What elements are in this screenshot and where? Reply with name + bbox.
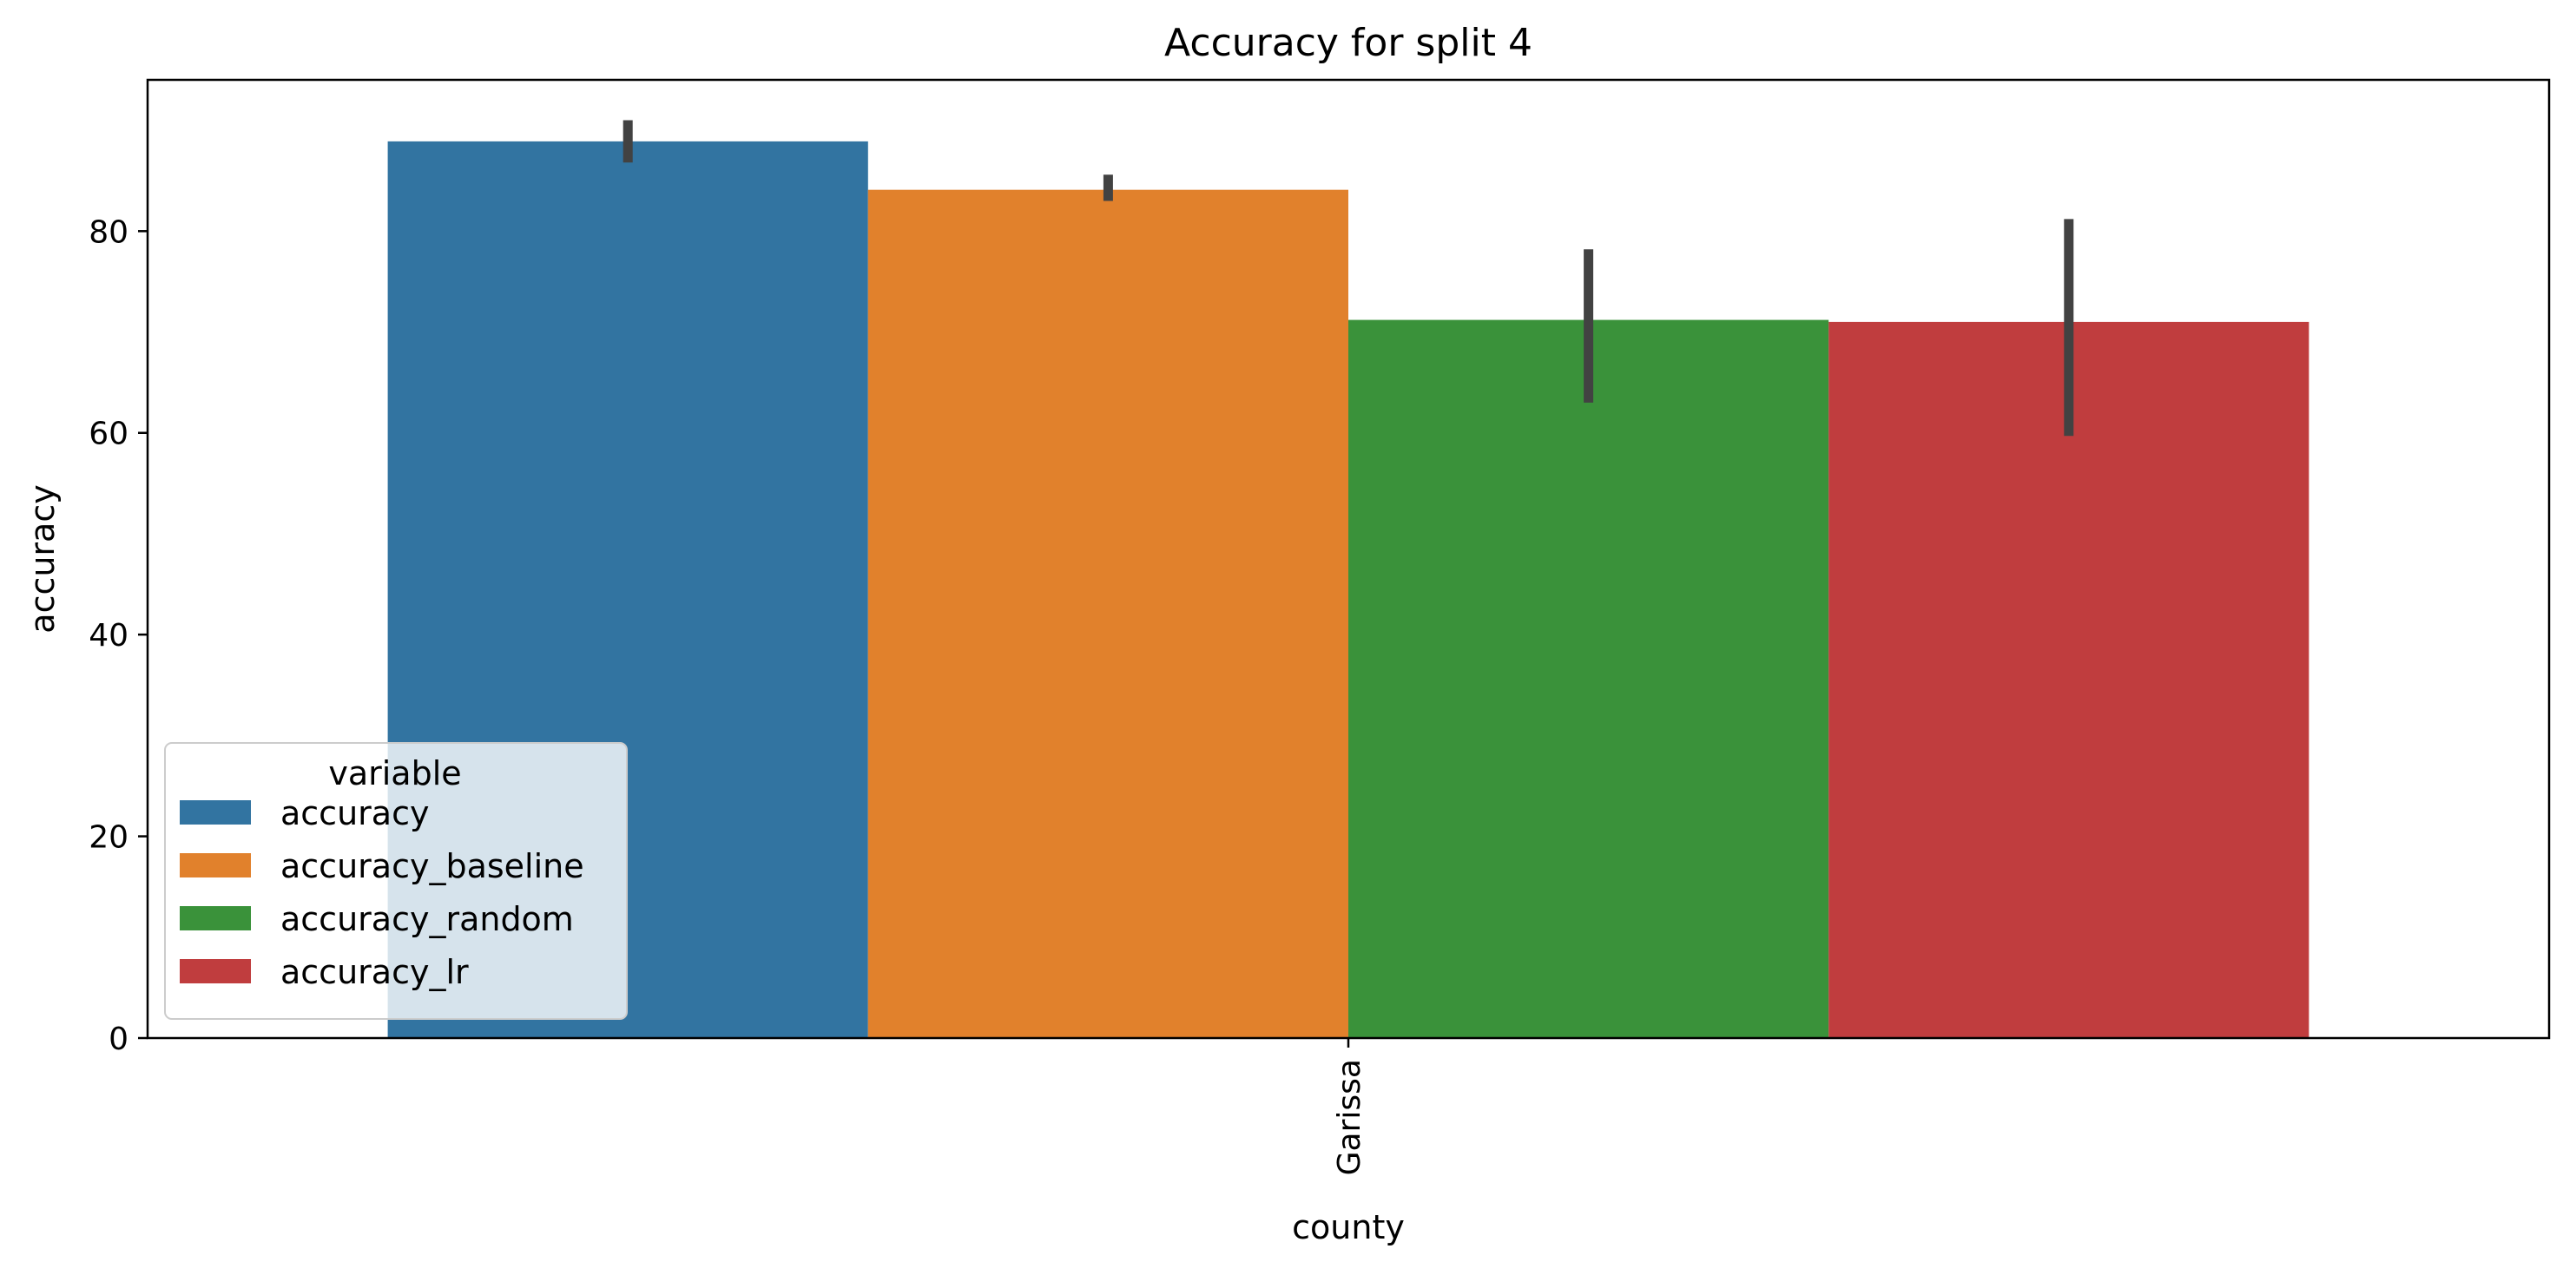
x-axis: Garissa [1332,1038,1367,1175]
bars-group [387,141,2309,1038]
x-tick-label-Garissa: Garissa [1332,1059,1367,1175]
legend-label-accuracy_random: accuracy_random [280,900,574,938]
legend-swatch-accuracy_baseline [180,853,251,877]
y-axis-label: accuracy [23,484,62,633]
legend-swatch-accuracy [180,800,251,825]
legend-title: variable [328,754,461,792]
legend-label-accuracy_lr: accuracy_lr [280,953,469,991]
legend-items: accuracy accuracy_baseline accuracy_random… [180,794,584,991]
bar-accuracy_lr-Garissa [1828,321,2309,1038]
bar-accuracy_random-Garissa [1348,319,1829,1038]
error-bars-group [623,120,2074,437]
y-tick-label-0: 0 [109,1022,128,1057]
legend-swatch-accuracy_random [180,906,251,930]
legend-box [164,742,628,1020]
bar-accuracy_baseline-Garissa [867,189,1348,1038]
y-tick-label-60: 60 [89,417,128,452]
chart-title: Accuracy for split 4 [1164,21,1532,65]
y-tick-label-40: 40 [89,618,128,654]
legend-label-accuracy: accuracy [280,794,429,832]
legend-label-accuracy_baseline: accuracy_baseline [280,847,584,885]
y-tick-label-80: 80 [89,214,128,250]
y-axis: 0 20 40 60 80 [89,214,148,1057]
legend: variable accuracyaccuracy_baselineaccura… [164,742,628,1020]
legend-swatch-accuracy_lr [180,959,251,983]
x-axis-label: county [1292,1208,1405,1246]
y-tick-label-20: 20 [89,820,128,856]
